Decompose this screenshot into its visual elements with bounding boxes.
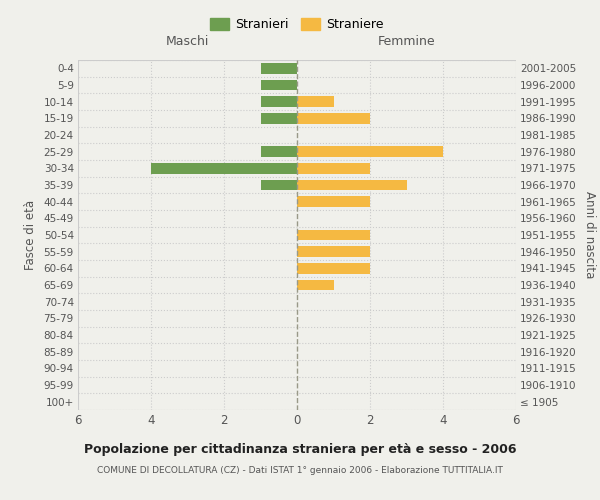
Bar: [297, 146, 443, 157]
Bar: [297, 246, 370, 257]
Text: COMUNE DI DECOLLATURA (CZ) - Dati ISTAT 1° gennaio 2006 - Elaborazione TUTTITALI: COMUNE DI DECOLLATURA (CZ) - Dati ISTAT …: [97, 466, 503, 475]
Bar: [297, 280, 334, 290]
Text: Femmine: Femmine: [377, 34, 436, 48]
Bar: [297, 230, 370, 240]
Y-axis label: Anni di nascita: Anni di nascita: [583, 192, 596, 278]
Bar: [260, 146, 297, 157]
Text: Maschi: Maschi: [166, 34, 209, 48]
Y-axis label: Fasce di età: Fasce di età: [23, 200, 37, 270]
Bar: [297, 180, 407, 190]
Bar: [260, 180, 297, 190]
Legend: Stranieri, Straniere: Stranieri, Straniere: [206, 14, 388, 35]
Bar: [297, 96, 334, 107]
Bar: [260, 63, 297, 74]
Bar: [297, 113, 370, 124]
Bar: [260, 80, 297, 90]
Bar: [151, 163, 297, 174]
Bar: [297, 163, 370, 174]
Bar: [297, 263, 370, 274]
Bar: [260, 96, 297, 107]
Text: Popolazione per cittadinanza straniera per età e sesso - 2006: Popolazione per cittadinanza straniera p…: [84, 442, 516, 456]
Bar: [297, 196, 370, 207]
Bar: [260, 113, 297, 124]
